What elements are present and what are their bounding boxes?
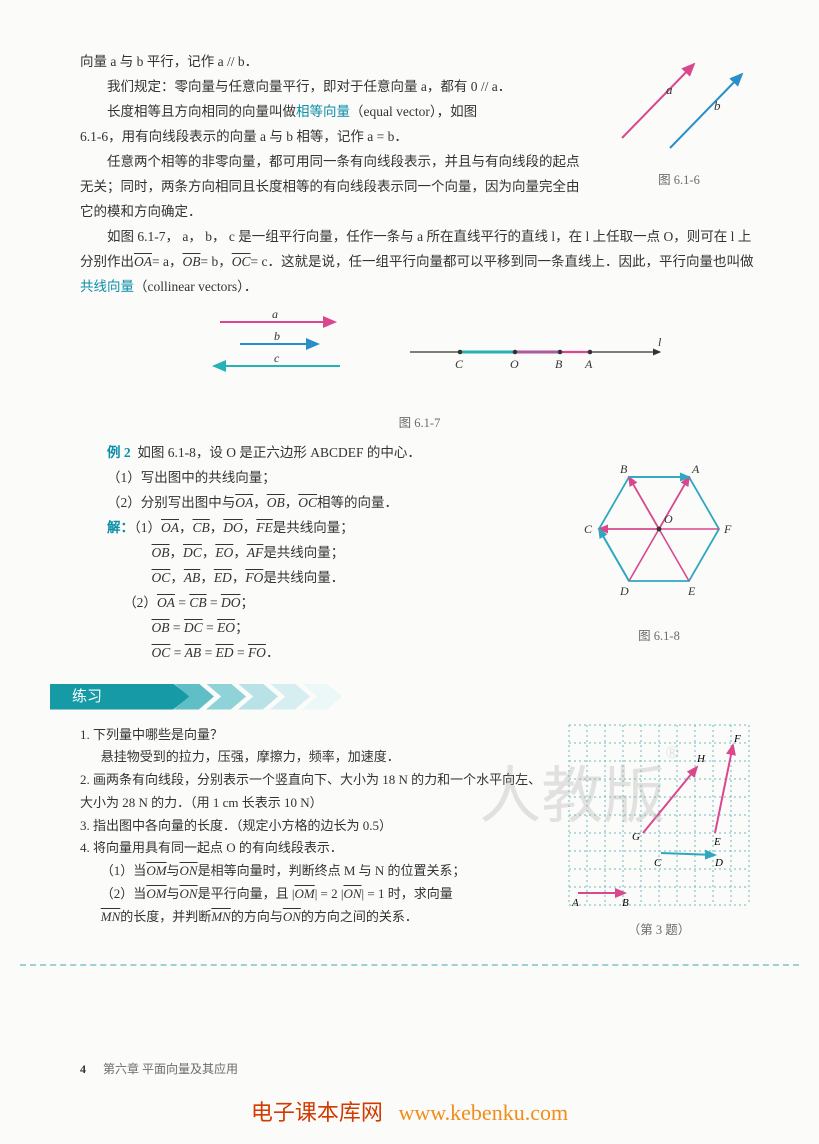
svg-text:O: O [664, 512, 673, 526]
svg-text:O: O [510, 357, 519, 371]
site-watermark: 电子课本库网 www.kebenku.com [0, 1093, 819, 1134]
svg-text:D: D [714, 857, 723, 869]
svg-text:C: C [584, 522, 593, 536]
banner-label: 练习 [72, 684, 102, 710]
fig-617-caption: 图 6.1-7 [80, 412, 759, 435]
svg-text:F: F [733, 733, 741, 745]
vec-OB-1: OB [182, 254, 200, 269]
exercise-banner: 练习 [50, 684, 610, 710]
svg-text:b: b [714, 98, 721, 113]
svg-text:b: b [274, 329, 280, 343]
page: a b 图 6.1-6 向量 a 与 b 平行，记作 a // b． 我们规定：… [0, 0, 819, 1144]
page-number: 4 [80, 1062, 86, 1076]
example-label: 例 2 [107, 445, 131, 460]
svg-text:E: E [687, 584, 696, 598]
vec-OC-1: OC [232, 254, 251, 269]
svg-text:B: B [622, 897, 629, 909]
svg-text:A: A [691, 462, 700, 476]
term-collinear-vectors: 共线向量 [80, 279, 134, 294]
site-cn: 电子课本库网 [251, 1100, 383, 1125]
svg-text:a: a [272, 308, 278, 321]
para-6b: （collinear vectors）． [134, 279, 257, 294]
para-6: 如图 6.1-7， a， b， c 是一组平行向量，任作一条与 a 所在直线平行… [80, 225, 759, 300]
svg-text:a: a [666, 82, 673, 97]
banner-base [50, 684, 190, 710]
ex-fig-caption: （第 3 题） [559, 920, 759, 942]
site-url: www.kebenku.com [398, 1100, 568, 1125]
exercise-figure-3: A B C D G H E F （第 3 题） [559, 718, 759, 943]
answer-label: 解： [107, 520, 134, 535]
para-3b: （equal vector），如图 [350, 104, 477, 119]
svg-text:C: C [654, 857, 662, 869]
fig-616-svg: a b [604, 50, 754, 160]
svg-text:G: G [632, 831, 640, 843]
svg-text:A: A [584, 357, 593, 371]
fig-616-caption: 图 6.1-6 [599, 169, 759, 192]
term-equal-vector: 相等向量 [296, 104, 350, 119]
fig-618-svg: A B C D E F O [564, 441, 754, 616]
chapter-title: 第六章 平面向量及其应用 [103, 1062, 238, 1076]
example-stem-text: 如图 6.1-8，设 O 是正六边形 ABCDEF 的中心． [137, 445, 421, 460]
page-footer: 4 第六章 平面向量及其应用 [80, 1058, 238, 1080]
svg-text:B: B [555, 357, 563, 371]
fig-618-caption: 图 6.1-8 [559, 625, 759, 648]
svg-text:B: B [620, 462, 628, 476]
figure-6-1-6: a b 图 6.1-6 [599, 50, 759, 192]
figure-6-1-7: a b c C O B A l 图 6.1-7 [80, 308, 759, 435]
svg-text:E: E [713, 836, 721, 848]
figure-6-1-8: A B C D E F O 图 6.1-8 [559, 441, 759, 648]
svg-text:F: F [723, 522, 732, 536]
para-3a: 长度相等且方向相同的向量叫做 [107, 104, 296, 119]
svg-text:A: A [571, 897, 579, 909]
divider-dashed [20, 964, 799, 966]
svg-text:l: l [658, 335, 662, 349]
ex-grid-svg: A B C D G H E F [562, 718, 757, 913]
exercise-block: AB CD GH EF （第 3 题） 1. 下列量中哪些是向量？ 悬挂物受到的… [80, 724, 759, 943]
svg-text:H: H [696, 753, 706, 765]
svg-text:C: C [455, 357, 464, 371]
vec-OA-1: OA [134, 254, 152, 269]
svg-text:D: D [619, 584, 629, 598]
svg-text:c: c [274, 351, 280, 365]
fig-617-svg: a b c C O B A l [160, 308, 680, 403]
